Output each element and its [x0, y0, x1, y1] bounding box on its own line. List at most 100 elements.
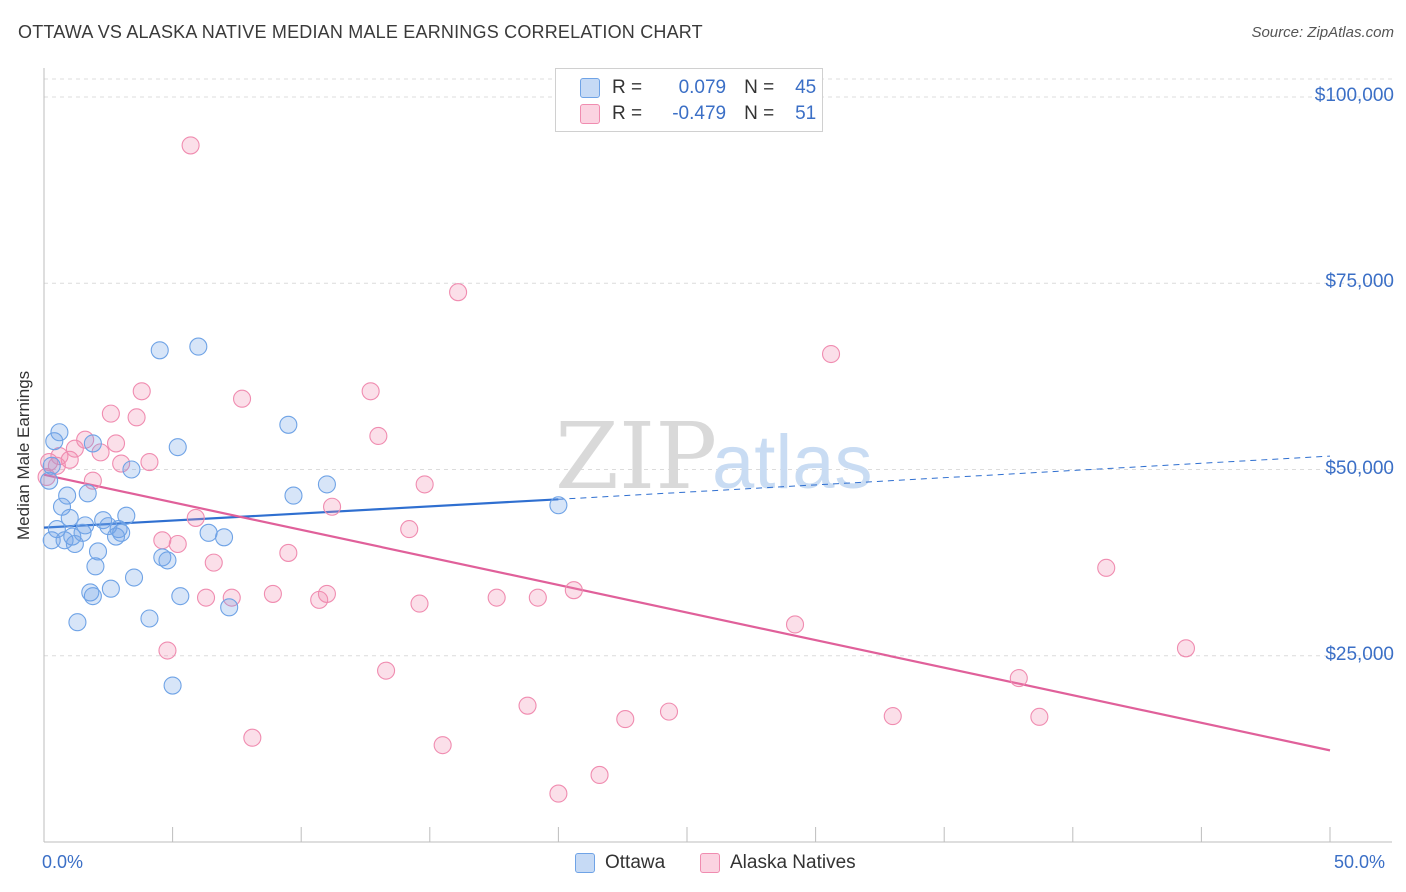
ottawa-point	[199, 523, 218, 542]
bottom-legend-alaska: Alaska Natives	[700, 852, 856, 874]
alaska-point	[186, 508, 205, 527]
ottawa-point	[158, 551, 177, 570]
ottawa-points	[40, 337, 568, 695]
ottawa-point	[112, 523, 131, 542]
ottawa-point	[549, 496, 568, 515]
ottawa-point	[60, 508, 79, 527]
ottawa-point	[68, 613, 87, 632]
ottawa-point	[279, 415, 298, 434]
ottawa-point	[168, 438, 187, 457]
ottawa-point	[317, 475, 336, 494]
ottawa-point	[189, 337, 208, 356]
legend-row-ottawa: R = 0.079 N = 45	[580, 75, 816, 101]
alaska-point	[232, 389, 252, 408]
alaska-point	[279, 543, 298, 562]
alaska-point	[317, 584, 336, 603]
alaska-point	[140, 452, 159, 472]
bottom-legend-ottawa-label: Ottawa	[605, 852, 666, 873]
alaska-point	[487, 588, 506, 607]
correlation-legend: R = 0.079 N = 45 R = -0.479 N = 51	[555, 68, 823, 132]
ottawa-point	[83, 587, 102, 606]
alaska-point	[196, 588, 216, 607]
alaska-point	[415, 475, 434, 494]
ottawa-point	[63, 527, 82, 546]
ottawa-point	[40, 471, 59, 490]
ottawa-point	[78, 484, 97, 503]
alaska-point	[1176, 639, 1196, 658]
legend-r-value-alaska: -0.479	[672, 103, 727, 124]
alaska-point	[616, 710, 635, 729]
ottawa-point	[58, 486, 77, 505]
y-tick-label: $75,000	[1325, 271, 1394, 293]
ottawa-point	[76, 516, 95, 535]
alaska-point	[106, 434, 126, 453]
alaska-point	[323, 497, 342, 516]
alaska-point	[158, 641, 177, 660]
ottawa-point	[171, 587, 190, 606]
ottawa-point	[42, 456, 61, 475]
alaska-point	[400, 520, 419, 539]
alaska-point	[243, 728, 262, 747]
alaska-legend-swatch-icon	[700, 853, 720, 873]
alaska-point	[181, 136, 200, 155]
alaska-point	[410, 594, 429, 613]
source-label: Source: ZipAtlas.com	[1251, 24, 1394, 41]
alaska-point	[112, 454, 131, 473]
alaska-point	[433, 736, 452, 755]
alaska-point	[785, 615, 805, 634]
alaska-trend-line	[43, 473, 1331, 752]
alaska-point	[590, 765, 609, 785]
ottawa-point	[45, 432, 64, 451]
alaska-point	[127, 408, 146, 427]
y-tick-label: $25,000	[1325, 643, 1394, 665]
legend-r-label: R =	[612, 103, 643, 124]
legend-n-label: N =	[744, 103, 775, 124]
legend-r-value-ottawa: 0.079	[678, 77, 727, 98]
ottawa-point	[86, 557, 105, 576]
alaska-point	[1097, 558, 1116, 577]
ottawa-point	[220, 598, 239, 617]
ottawa-point	[42, 531, 61, 550]
alaska-point	[153, 531, 172, 550]
ottawa-point	[122, 460, 141, 479]
alaska-point	[263, 584, 282, 603]
alaska-point	[564, 581, 583, 600]
legend-row-alaska: R = -0.479 N = 51	[580, 101, 816, 127]
chart-title: OTTAWA VS ALASKA NATIVE MEDIAN MALE EARN…	[18, 22, 703, 42]
alaska-point	[204, 553, 223, 572]
ottawa-point	[101, 579, 120, 598]
alaska-point	[518, 696, 537, 715]
alaska-point	[377, 661, 396, 680]
bottom-legend-alaska-label: Alaska Natives	[730, 852, 856, 873]
y-axis-label: Median Male Earnings	[14, 370, 33, 540]
alaska-point	[369, 426, 388, 446]
ottawa-trend-extension	[558, 455, 1331, 500]
ottawa-swatch-icon	[580, 78, 600, 98]
x-tick-label-max: 50.0%	[1334, 852, 1386, 872]
ottawa-point	[124, 568, 144, 587]
ottawa-legend-swatch-icon	[575, 853, 595, 873]
ottawa-point	[50, 423, 69, 442]
gridlines	[44, 78, 1392, 657]
watermark-zip: ZIP	[555, 403, 717, 510]
alaska-point	[883, 707, 902, 726]
y-tick-label: $50,000	[1325, 457, 1394, 479]
alaska-point	[1009, 669, 1028, 688]
alaska-point	[168, 534, 187, 554]
ottawa-point	[140, 609, 159, 628]
alaska-swatch-icon	[580, 104, 600, 124]
ottawa-point	[73, 523, 92, 542]
alaska-points	[37, 136, 1196, 803]
alaska-point	[528, 588, 547, 607]
alaska-point	[549, 784, 568, 803]
legend-r-label: R =	[612, 77, 643, 98]
alaska-point	[101, 404, 120, 423]
legend-n-value-ottawa: 45	[795, 77, 817, 98]
ottawa-point	[214, 528, 234, 547]
alaska-point	[821, 344, 841, 364]
alaska-point	[361, 382, 380, 401]
ottawa-point	[94, 511, 113, 530]
ottawa-point	[117, 506, 136, 525]
watermark-atlas: atlas	[712, 420, 873, 505]
